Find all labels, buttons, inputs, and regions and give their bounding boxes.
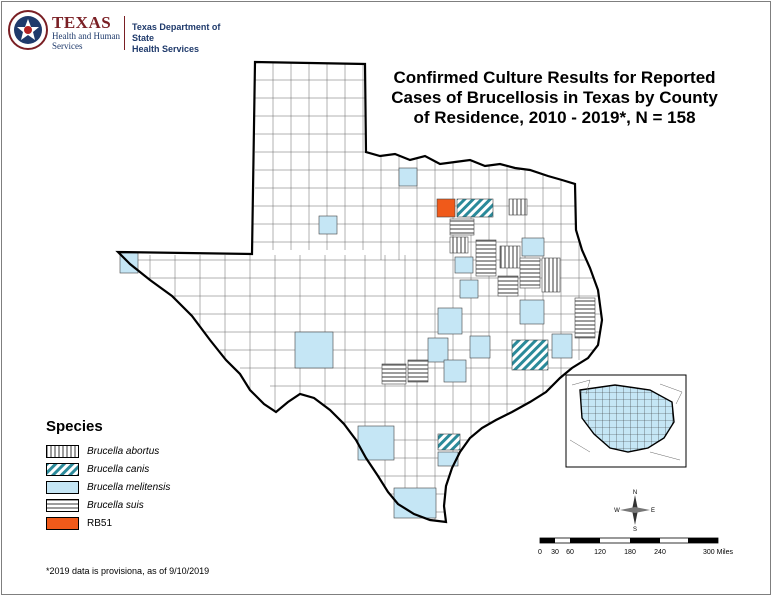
county-suis <box>519 257 541 289</box>
county-melitensis <box>437 451 459 467</box>
swatch-light-blue <box>46 480 79 494</box>
scale-label: 120 <box>594 549 606 556</box>
legend-title: Species <box>46 418 103 435</box>
county-suis <box>574 297 596 339</box>
compass-rose-icon: N S E W <box>614 490 655 531</box>
county-melitensis <box>519 299 545 325</box>
map-title: Confirmed Culture Results for Reported C… <box>382 68 727 128</box>
logo-divider <box>124 16 125 50</box>
legend-item-rb51: RB51 <box>46 514 170 532</box>
hhs-logo: TEXAS Health and Human Services Texas De… <box>8 10 238 54</box>
scale-label: 180 <box>624 549 636 556</box>
county-abortus <box>541 257 561 293</box>
title-line3: of Residence, 2010 - 2019*, N = 158 <box>413 108 696 127</box>
legend-label: Brucella abortus <box>87 445 160 457</box>
legend: Brucella abortus Brucella canis Brucella… <box>46 442 170 532</box>
compass-s: S <box>633 527 637 531</box>
legend-label: Brucella canis <box>87 463 150 475</box>
compass-w: W <box>614 508 620 514</box>
county-melitensis <box>469 335 491 359</box>
county-melitensis <box>521 237 545 257</box>
swatch-horizontal-lines <box>46 498 79 512</box>
legend-item-melitensis: Brucella melitensis <box>46 478 170 496</box>
county-melitensis <box>437 307 463 335</box>
county-canis <box>456 198 494 218</box>
logo-main-text: TEXAS <box>52 13 112 32</box>
title-line1: Confirmed Culture Results for Reported <box>393 68 716 87</box>
county-suis <box>407 359 429 383</box>
county-canis <box>437 433 461 451</box>
legend-label: Brucella suis <box>87 499 144 511</box>
county-suis <box>381 363 407 385</box>
county-abortus <box>499 245 521 269</box>
compass-e: E <box>651 508 655 514</box>
county-melitensis <box>443 359 467 383</box>
scale-label: 300 Miles <box>703 549 733 556</box>
swatch-orange <box>46 516 79 530</box>
dept-line1: Texas Department of State <box>132 22 221 43</box>
legend-label: Brucella melitensis <box>87 481 171 493</box>
legend-item-abortus: Brucella abortus <box>46 442 170 460</box>
county-melitensis <box>294 331 334 369</box>
county-melitensis <box>398 167 418 187</box>
legend-item-canis: Brucella canis <box>46 460 170 478</box>
legend-label: RB51 <box>87 517 113 529</box>
scale-label: 30 <box>551 549 559 556</box>
scale-label: 240 <box>654 549 666 556</box>
county-melitensis <box>454 256 474 274</box>
county-canis <box>511 339 549 371</box>
county-suis <box>475 239 497 277</box>
county-suis <box>449 218 475 236</box>
swatch-teal-stripes <box>46 462 79 476</box>
county-melitensis <box>393 487 437 519</box>
scale-bar: 0 30 60 120 180 240 300 Miles <box>538 537 733 556</box>
logo-line3: Services <box>52 41 83 51</box>
county-melitensis <box>318 215 338 235</box>
county-suis <box>497 275 519 297</box>
county-highlights <box>119 167 596 519</box>
scale-label: 0 <box>538 549 542 556</box>
texas-seal-icon <box>8 10 48 50</box>
county-abortus <box>508 198 528 216</box>
logo-line2: Health and Human <box>52 31 120 41</box>
compass-n: N <box>633 490 637 496</box>
title-line2: Cases of Brucellosis in Texas by County <box>391 88 718 107</box>
dept-line2: Health Services <box>132 44 200 54</box>
legend-item-suis: Brucella suis <box>46 496 170 514</box>
footnote: *2019 data is provisiona, as of 9/10/201… <box>46 566 210 576</box>
county-rb51 <box>436 198 456 218</box>
inset-map <box>565 374 687 468</box>
scale-label: 60 <box>566 549 574 556</box>
county-melitensis <box>427 337 449 363</box>
swatch-vertical-lines <box>46 444 79 458</box>
county-melitensis <box>551 333 573 359</box>
county-melitensis <box>459 279 479 299</box>
county-abortus <box>449 236 469 254</box>
